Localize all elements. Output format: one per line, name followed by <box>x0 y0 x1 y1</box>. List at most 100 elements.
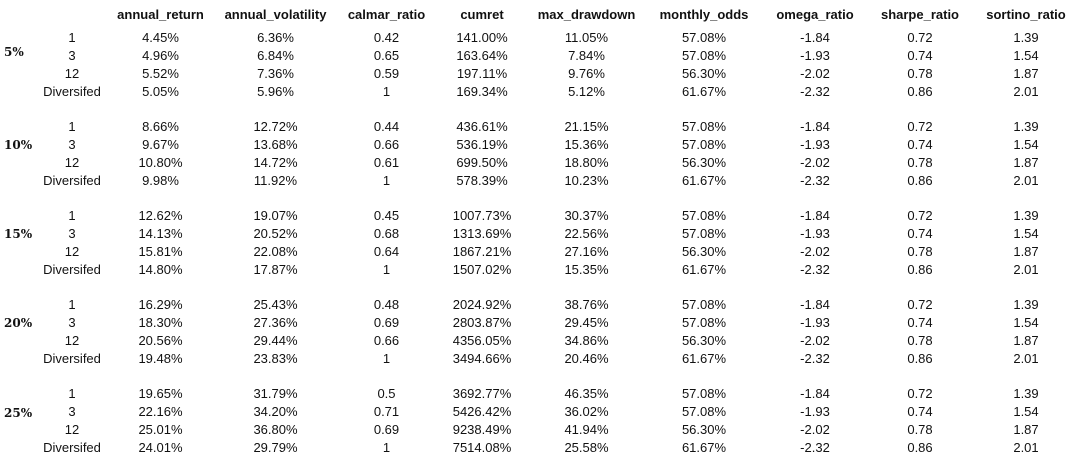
cell-row-label: 3 <box>68 48 76 63</box>
cell-annual-return: 4.45% <box>142 30 179 45</box>
cell-row-label: 12 <box>64 66 80 81</box>
cell-cumret: 1313.69% <box>452 226 512 241</box>
cell-annual-volatility: 36.80% <box>253 422 298 437</box>
cell-calmar-ratio: 1 <box>382 262 391 277</box>
cell-omega-ratio: -1.84 <box>800 208 830 223</box>
cell-max-drawdown: 38.76% <box>564 297 609 312</box>
cell-calmar-ratio: 0.44 <box>373 119 400 134</box>
cell-row-label: Diversifed <box>43 173 101 188</box>
cell-monthly-odds: 57.08% <box>681 137 727 152</box>
cell-sortino-ratio: 1.87 <box>1013 333 1039 348</box>
cell-omega-ratio: -1.93 <box>800 226 830 241</box>
cell-row-label: 1 <box>68 30 76 45</box>
cell-cumret: 5426.42% <box>452 404 512 419</box>
table-row: 3 22.16% 34.20% 0.71 5426.42% 36.02% 57.08% -1.… <box>0 403 1080 421</box>
table-row: 1 16.29% 25.43% 0.48 2024.92% 38.76% 57.08% -1.… <box>0 296 1080 314</box>
cell-calmar-ratio: 0.64 <box>373 244 400 259</box>
cell-annual-volatility: 25.43% <box>253 297 298 312</box>
cell-max-drawdown: 27.16% <box>564 244 609 259</box>
group-label: 25% <box>4 406 33 420</box>
cell-sortino-ratio: 1.39 <box>1013 386 1039 401</box>
cell-max-drawdown: 15.36% <box>564 137 609 152</box>
cell-sortino-ratio: 1.87 <box>1013 244 1039 259</box>
cell-omega-ratio: -2.02 <box>800 422 830 437</box>
table-row: 12 5.52% 7.36% 0.59 197.11% 9.76% 56.30% -2.02 0… <box>0 65 1080 83</box>
cell-annual-return: 18.30% <box>138 315 183 330</box>
cell-annual-return: 12.62% <box>138 208 183 223</box>
table-row: 1 19.65% 31.79% 0.5 3692.77% 46.35% 57.08% -1.8… <box>0 385 1080 403</box>
cell-sharpe-ratio: 0.78 <box>907 155 933 170</box>
cell-sharpe-ratio: 0.78 <box>907 66 933 81</box>
table-row: Diversifed 19.48% 23.83% 1 3494.66% 20.46% 61.… <box>0 350 1080 368</box>
cell-max-drawdown: 25.58% <box>564 440 609 455</box>
cell-omega-ratio: -2.32 <box>800 262 830 277</box>
table-row: 12 20.56% 29.44% 0.66 4356.05% 34.86% 56.30% -2… <box>0 332 1080 350</box>
cell-calmar-ratio: 0.5 <box>377 386 396 401</box>
table-row: Diversifed 9.98% 11.92% 1 578.39% 10.23% 61.67… <box>0 172 1080 190</box>
cell-calmar-ratio: 0.69 <box>373 422 400 437</box>
cell-calmar-ratio: 1 <box>382 351 391 366</box>
cell-sortino-ratio: 2.01 <box>1013 262 1039 277</box>
cell-row-label: 1 <box>68 119 76 134</box>
cell-monthly-odds: 56.30% <box>681 155 727 170</box>
cell-row-label: 12 <box>64 155 80 170</box>
cell-max-drawdown: 21.15% <box>564 119 609 134</box>
cell-cumret: 197.11% <box>456 66 508 81</box>
cell-row-label: Diversifed <box>43 351 101 366</box>
cell-annual-return: 22.16% <box>138 404 183 419</box>
cell-annual-return: 9.98% <box>142 173 179 188</box>
header-annual-return: annual_return <box>117 7 204 22</box>
cell-sharpe-ratio: 0.86 <box>907 262 933 277</box>
cell-cumret: 169.34% <box>456 84 508 99</box>
cell-annual-volatility: 6.84% <box>257 48 294 63</box>
cell-max-drawdown: 34.86% <box>564 333 609 348</box>
cell-sortino-ratio: 1.87 <box>1013 66 1039 81</box>
table-row: 3 9.67% 13.68% 0.66 536.19% 15.36% 57.08% -1.93… <box>0 136 1080 154</box>
cell-monthly-odds: 57.08% <box>681 226 727 241</box>
cell-max-drawdown: 10.23% <box>564 173 609 188</box>
cell-annual-return: 15.81% <box>138 244 183 259</box>
group-label: 20% <box>4 316 33 330</box>
header-sortino-ratio: sortino_ratio <box>986 7 1066 22</box>
cell-annual-volatility: 19.07% <box>253 208 298 223</box>
cell-sharpe-ratio: 0.72 <box>907 297 933 312</box>
cell-monthly-odds: 61.67% <box>681 351 727 366</box>
cell-max-drawdown: 41.94% <box>564 422 609 437</box>
cell-calmar-ratio: 0.65 <box>373 48 400 63</box>
table-row: 1 8.66% 12.72% 0.44 436.61% 21.15% 57.08% -1.84… <box>0 118 1080 136</box>
cell-annual-return: 19.65% <box>138 386 183 401</box>
cell-omega-ratio: -2.02 <box>800 155 830 170</box>
cell-sortino-ratio: 1.54 <box>1013 137 1039 152</box>
cell-sharpe-ratio: 0.72 <box>907 386 933 401</box>
cell-max-drawdown: 30.37% <box>564 208 609 223</box>
cell-sortino-ratio: 1.39 <box>1013 119 1039 134</box>
cell-omega-ratio: -2.32 <box>800 440 830 455</box>
cell-omega-ratio: -1.84 <box>800 386 830 401</box>
group-label: 10% <box>4 138 33 152</box>
cell-max-drawdown: 7.84% <box>568 48 605 63</box>
cell-sortino-ratio: 1.54 <box>1013 315 1039 330</box>
cell-row-label: 3 <box>68 315 76 330</box>
cell-sharpe-ratio: 0.86 <box>907 173 933 188</box>
cell-calmar-ratio: 0.68 <box>373 226 400 241</box>
table-row: Diversifed 24.01% 29.79% 1 7514.08% 25.58% 61.… <box>0 439 1080 457</box>
cell-max-drawdown: 20.46% <box>564 351 609 366</box>
cell-cumret: 699.50% <box>456 155 508 170</box>
cell-cumret: 141.00% <box>456 30 508 45</box>
cell-calmar-ratio: 0.71 <box>373 404 400 419</box>
cell-annual-return: 14.13% <box>138 226 183 241</box>
cell-annual-return: 20.56% <box>138 333 183 348</box>
cell-annual-volatility: 13.68% <box>253 137 298 152</box>
cell-max-drawdown: 9.76% <box>568 66 605 81</box>
cell-cumret: 1867.21% <box>452 244 512 259</box>
cell-sharpe-ratio: 0.74 <box>907 404 933 419</box>
cell-row-label: Diversifed <box>43 84 101 99</box>
header-calmar-ratio: calmar_ratio <box>347 7 426 22</box>
cell-monthly-odds: 56.30% <box>681 66 727 81</box>
cell-sharpe-ratio: 0.74 <box>907 137 933 152</box>
header-omega-ratio: omega_ratio <box>776 7 854 22</box>
cell-annual-return: 9.67% <box>142 137 179 152</box>
cell-sharpe-ratio: 0.72 <box>907 208 933 223</box>
cell-monthly-odds: 57.08% <box>681 297 727 312</box>
cell-annual-volatility: 20.52% <box>253 226 298 241</box>
